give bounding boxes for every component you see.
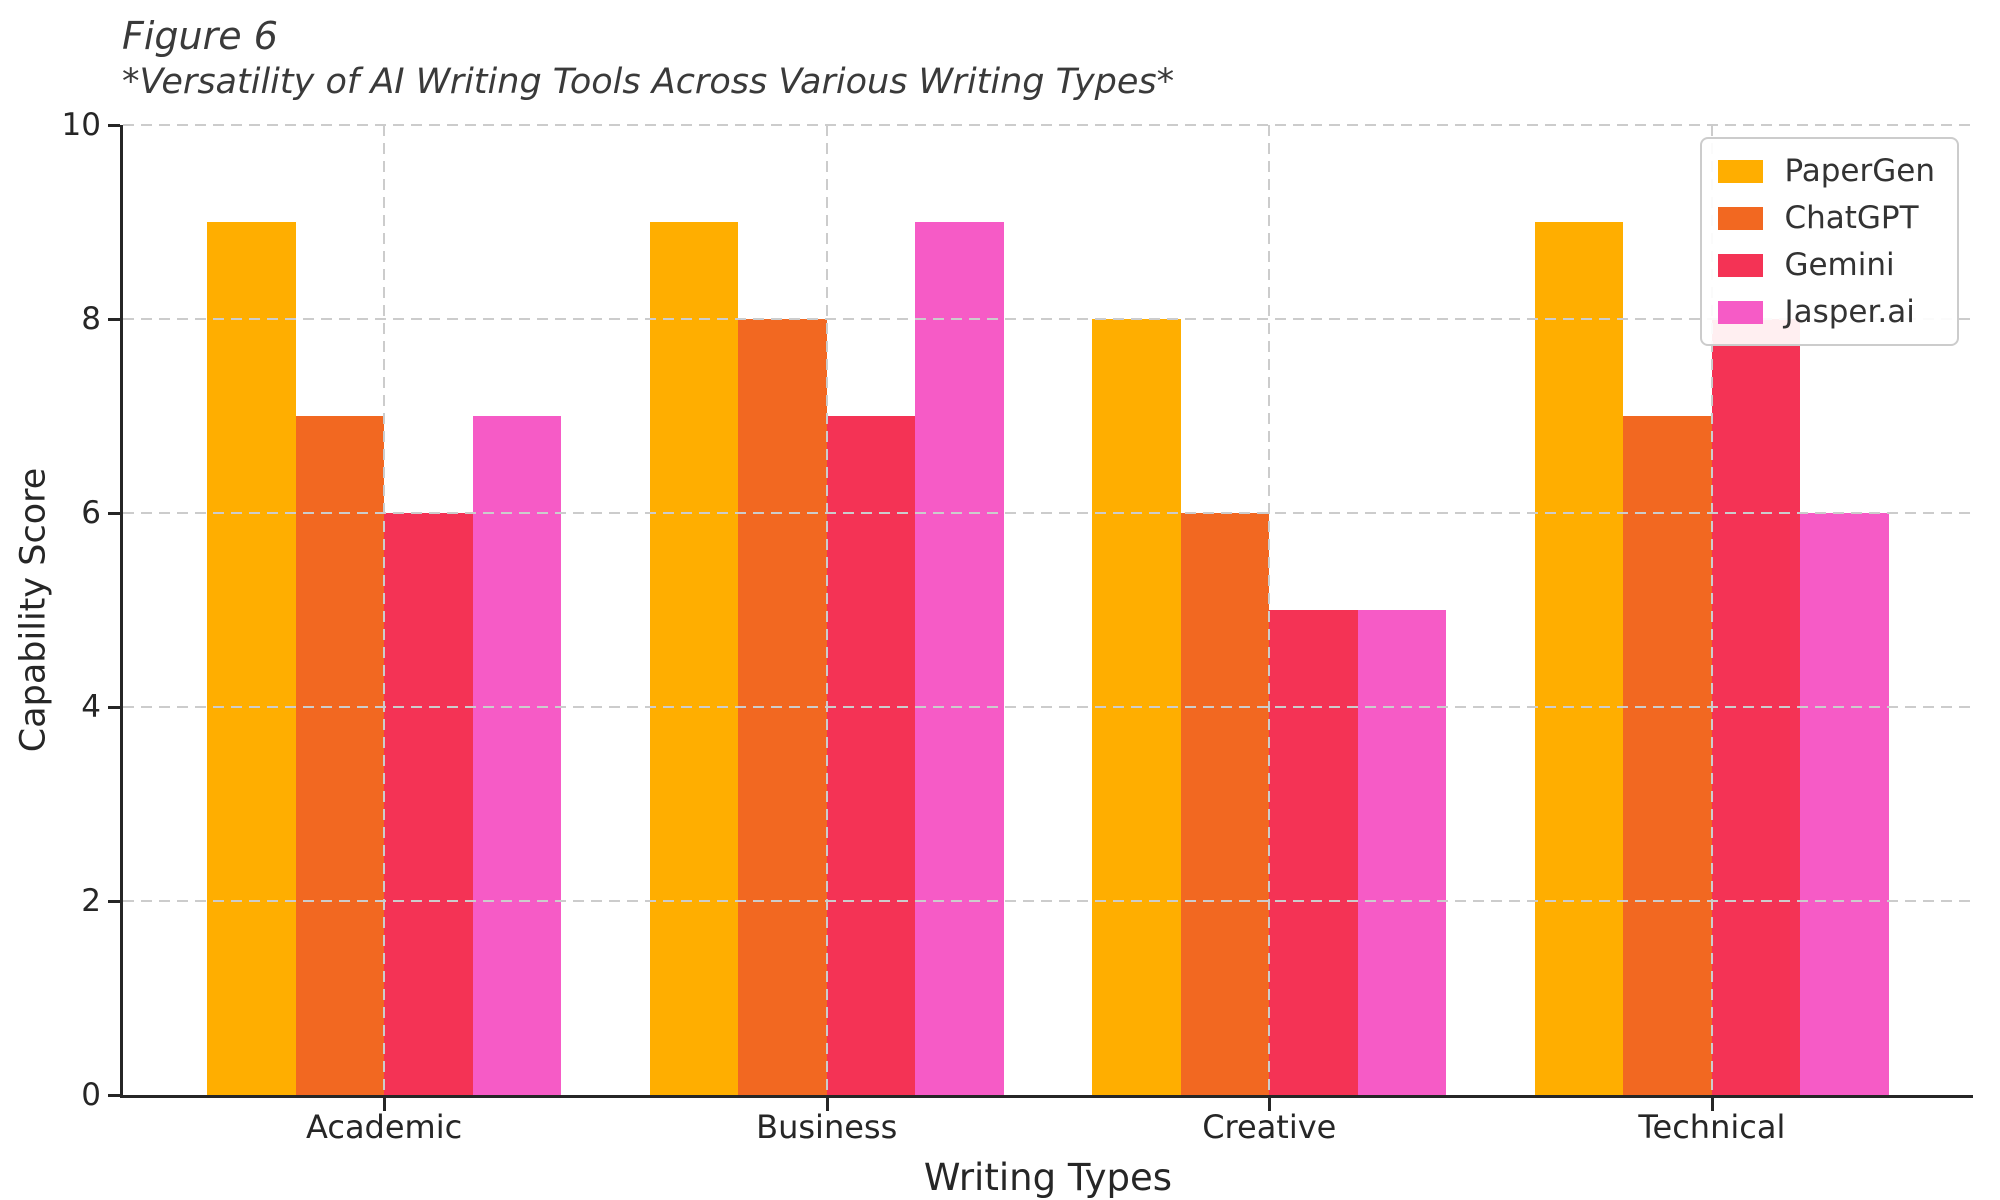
h-gridline-8 bbox=[123, 318, 1973, 320]
bar-chatgpt-technical bbox=[1623, 416, 1712, 1095]
y-tick-mark-6 bbox=[108, 512, 120, 515]
y-tick-mark-0 bbox=[108, 1094, 120, 1097]
legend-item-papergen: PaperGen bbox=[1718, 153, 1935, 189]
h-gridline-10 bbox=[123, 124, 1973, 126]
legend-swatch-chatgpt bbox=[1718, 206, 1764, 230]
bar-jasper-ai-technical bbox=[1800, 513, 1889, 1095]
legend-item-chatgpt: ChatGPT bbox=[1718, 200, 1935, 236]
bar-papergen-business bbox=[649, 222, 739, 1095]
legend-label-gemini: Gemini bbox=[1784, 247, 1895, 283]
y-tick-mark-8 bbox=[108, 318, 120, 321]
y-axis-label-strip: Capability Score bbox=[10, 125, 56, 1095]
bar-papergen-academic bbox=[207, 222, 296, 1095]
bar-papergen-technical bbox=[1534, 222, 1624, 1095]
bar-gemini-creative bbox=[1269, 610, 1358, 1095]
legend-swatch-gemini bbox=[1718, 253, 1764, 277]
bar-chatgpt-creative bbox=[1180, 513, 1270, 1095]
x-tick-mark-academic bbox=[383, 1098, 387, 1111]
chart-title: Figure 6 bbox=[122, 14, 278, 58]
x-tick-label-business: Business bbox=[756, 1108, 898, 1146]
y-tick-label-8: 8 bbox=[81, 301, 101, 337]
bar-chatgpt-business bbox=[738, 319, 827, 1095]
y-tick-label-4: 4 bbox=[81, 689, 101, 725]
chart-subtitle: *Versatility of AI Writing Tools Across … bbox=[122, 62, 1175, 102]
bar-jasper-ai-creative bbox=[1357, 610, 1447, 1095]
legend: PaperGen ChatGPT Gemini Jasper.ai bbox=[1700, 137, 1959, 346]
y-tick-label-10: 10 bbox=[61, 107, 101, 143]
x-tick-mark-business bbox=[825, 1098, 829, 1111]
bar-chatgpt-academic bbox=[295, 416, 385, 1095]
y-tick-mark-4 bbox=[108, 706, 120, 709]
chart-title-block: Figure 6 *Versatility of AI Writing Tool… bbox=[122, 12, 1174, 104]
legend-item-jasper-ai: Jasper.ai bbox=[1718, 294, 1935, 330]
bar-papergen-creative bbox=[1092, 319, 1181, 1095]
plot-area: PaperGen ChatGPT Gemini Jasper.ai Writing T… bbox=[62, 107, 1973, 1199]
x-tick-label-academic: Academic bbox=[306, 1108, 463, 1146]
y-tick-label-0: 0 bbox=[81, 1077, 101, 1113]
y-tick-label-6: 6 bbox=[81, 495, 101, 531]
legend-swatch-papergen bbox=[1718, 159, 1764, 183]
x-tick-mark-creative bbox=[1268, 1098, 1272, 1111]
y-tick-mark-10 bbox=[108, 124, 120, 127]
bar-jasper-ai-academic bbox=[472, 416, 562, 1095]
x-axis-label: Writing Types bbox=[923, 1156, 1173, 1199]
legend-label-papergen: PaperGen bbox=[1784, 153, 1935, 189]
y-tick-label-2: 2 bbox=[81, 883, 101, 919]
x-tick-label-creative: Creative bbox=[1202, 1108, 1337, 1146]
legend-label-jasper-ai: Jasper.ai bbox=[1784, 294, 1915, 330]
x-tick-label-technical: Technical bbox=[1638, 1108, 1786, 1146]
legend-label-chatgpt: ChatGPT bbox=[1784, 200, 1919, 236]
y-tick-mark-2 bbox=[108, 900, 120, 903]
bar-gemini-business bbox=[826, 416, 916, 1095]
bar-jasper-ai-business bbox=[915, 222, 1004, 1095]
bar-gemini-academic bbox=[384, 513, 473, 1095]
x-tick-mark-technical bbox=[1710, 1098, 1714, 1111]
bar-gemini-technical bbox=[1711, 319, 1801, 1095]
legend-item-gemini: Gemini bbox=[1718, 247, 1935, 283]
legend-swatch-jasper-ai bbox=[1718, 300, 1764, 324]
